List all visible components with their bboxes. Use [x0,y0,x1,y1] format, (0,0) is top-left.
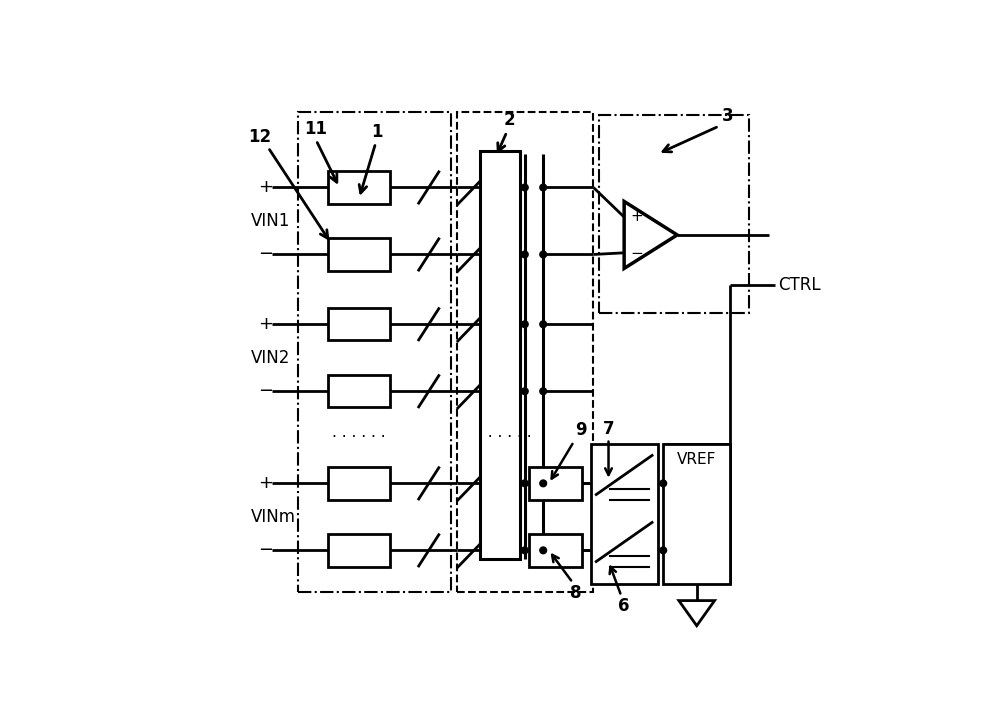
Text: 8: 8 [570,584,582,602]
Bar [529,467,582,500]
Text: VIN1: VIN1 [251,212,291,230]
Circle shape [521,321,528,328]
Text: +: + [258,178,273,196]
Circle shape [540,480,547,486]
Circle shape [521,480,528,486]
Text: −: − [258,246,273,263]
Bar [328,534,390,566]
Bar [298,112,451,592]
Text: 1: 1 [372,123,383,141]
Text: −: − [630,246,643,261]
Text: −: − [258,542,273,560]
Text: · · · · · ·: · · · · · · [332,430,386,445]
Text: 3: 3 [722,107,733,125]
Circle shape [540,184,547,191]
Bar [328,375,390,407]
Bar [328,467,390,500]
Bar [328,171,390,204]
Circle shape [660,480,667,486]
Text: CTRL: CTRL [778,276,820,294]
Bar [663,444,730,584]
Bar [591,444,658,584]
Text: 12: 12 [249,128,272,146]
Text: 9: 9 [575,421,586,439]
Text: 2: 2 [504,112,516,130]
Text: +: + [258,315,273,334]
Bar [457,112,593,592]
Text: 6: 6 [618,597,630,616]
Circle shape [521,251,528,258]
Bar [480,152,520,559]
Circle shape [521,547,528,554]
Text: 11: 11 [304,120,327,138]
Bar [599,115,749,313]
Text: +: + [630,209,643,224]
Text: 7: 7 [603,420,614,438]
Circle shape [540,251,547,258]
Text: +: + [258,474,273,492]
Circle shape [660,547,667,554]
Circle shape [540,321,547,328]
Circle shape [540,388,547,394]
Bar [529,534,582,566]
Text: VIN2: VIN2 [251,349,291,367]
Circle shape [521,388,528,394]
Text: −: − [258,382,273,400]
Circle shape [540,547,547,554]
Bar [328,239,390,270]
Circle shape [521,184,528,191]
Text: VINm: VINm [251,507,296,526]
Text: VREF: VREF [677,452,716,468]
Bar [328,308,390,341]
Text: · · · · · ·: · · · · · · [478,430,532,445]
